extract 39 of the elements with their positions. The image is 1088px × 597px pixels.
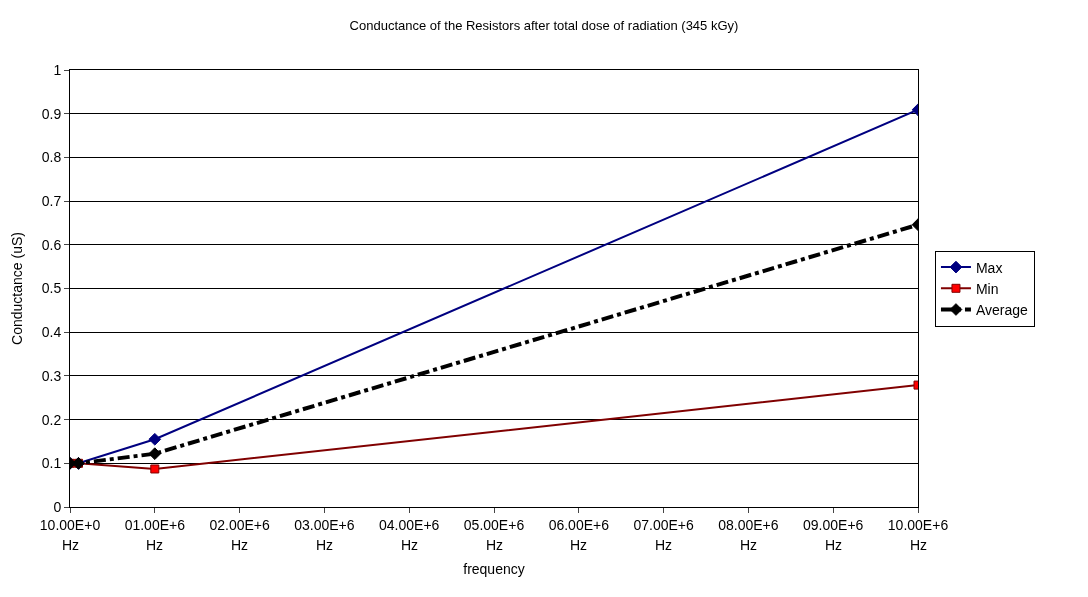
x-tick-label: 08.00E+6 bbox=[718, 516, 779, 533]
text: Hz bbox=[401, 537, 419, 553]
text: Hz bbox=[62, 537, 80, 553]
y-tick-label: 1 bbox=[53, 61, 62, 78]
x-tick-label: 09.00E+6 bbox=[803, 516, 864, 533]
y-tick-label: 0 bbox=[53, 498, 62, 515]
chart-title: Conductance of the Resistors after total dose of radiation (345 kGy) bbox=[349, 17, 739, 33]
legend-label: Min bbox=[975, 280, 999, 297]
y-tick-label: 0.3 bbox=[41, 367, 62, 384]
x-tick-label: 04.00E+6 bbox=[379, 516, 440, 533]
text: Hz bbox=[486, 537, 504, 553]
y-tick-label: 0.4 bbox=[41, 324, 62, 341]
text: Hz bbox=[570, 537, 588, 553]
text: Hz bbox=[316, 537, 334, 553]
x-tick-label: 05.00E+6 bbox=[463, 516, 525, 533]
x-tick-label: 01.00E+6 bbox=[124, 516, 186, 533]
text: Hz bbox=[910, 537, 928, 553]
text: Hz bbox=[146, 537, 164, 553]
y-tick-label: 0.7 bbox=[41, 193, 62, 209]
legend-label: Max bbox=[975, 259, 1003, 276]
text: Hz bbox=[825, 537, 843, 553]
y-tick-label: 0.9 bbox=[41, 105, 62, 122]
y-axis-title: Conductance (uS) bbox=[9, 232, 26, 345]
x-tick-label: 03.00E+6 bbox=[294, 516, 355, 533]
y-tick-label: 0.8 bbox=[41, 149, 62, 166]
text: Hz bbox=[231, 537, 249, 553]
x-axis-title: frequency bbox=[463, 561, 525, 578]
x-tick-label: 06.00E+6 bbox=[548, 516, 610, 533]
x-tick-label: 10.00E+0 bbox=[39, 516, 101, 533]
x-tick-label: 10.00E+6 bbox=[887, 516, 949, 533]
x-tick-label: 07.00E+6 bbox=[633, 516, 694, 533]
text: Hz bbox=[655, 537, 673, 553]
y-tick-label: 0.5 bbox=[41, 280, 62, 297]
text: Hz bbox=[740, 537, 758, 553]
y-tick-label: 0.1 bbox=[41, 455, 62, 472]
legend-label: Average bbox=[975, 301, 1029, 318]
y-tick-label: 0.6 bbox=[41, 236, 62, 253]
x-tick-label: 02.00E+6 bbox=[209, 516, 270, 533]
y-tick-label: 0.2 bbox=[41, 411, 62, 428]
